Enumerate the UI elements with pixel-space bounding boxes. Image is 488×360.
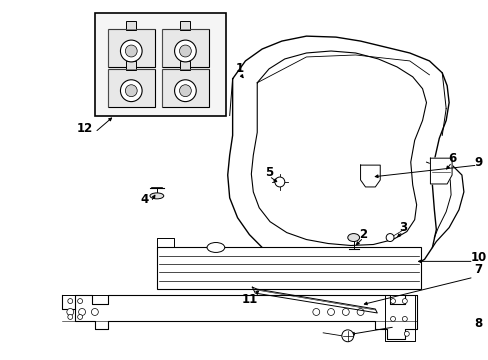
Bar <box>162 69 208 107</box>
Text: 9: 9 <box>473 156 482 168</box>
Text: 7: 7 <box>474 263 482 276</box>
Bar <box>126 61 136 70</box>
Polygon shape <box>429 158 451 184</box>
Bar <box>107 29 155 67</box>
Bar <box>95 13 225 116</box>
Text: 5: 5 <box>264 166 273 179</box>
Text: 12: 12 <box>77 122 93 135</box>
Text: 11: 11 <box>241 293 257 306</box>
Circle shape <box>125 45 137 57</box>
Text: 4: 4 <box>140 193 148 206</box>
Bar <box>180 61 190 70</box>
Circle shape <box>68 298 73 303</box>
Ellipse shape <box>206 243 224 252</box>
Text: 10: 10 <box>469 251 486 264</box>
Circle shape <box>78 298 82 303</box>
Circle shape <box>342 309 348 315</box>
Text: 3: 3 <box>398 221 406 234</box>
Circle shape <box>327 309 334 315</box>
Circle shape <box>179 85 191 96</box>
Circle shape <box>78 314 82 319</box>
Bar <box>180 21 190 30</box>
Circle shape <box>174 80 196 102</box>
Circle shape <box>402 316 407 321</box>
Circle shape <box>386 234 393 242</box>
Circle shape <box>125 85 137 96</box>
Circle shape <box>341 330 353 342</box>
Ellipse shape <box>150 193 163 199</box>
Circle shape <box>120 40 142 62</box>
Circle shape <box>67 309 74 315</box>
Text: 6: 6 <box>447 152 455 165</box>
Circle shape <box>179 45 191 57</box>
Polygon shape <box>360 165 380 187</box>
Circle shape <box>390 316 395 321</box>
Circle shape <box>402 298 407 303</box>
Circle shape <box>356 309 363 315</box>
Circle shape <box>120 80 142 102</box>
Circle shape <box>312 309 319 315</box>
Text: 8: 8 <box>473 318 482 330</box>
Circle shape <box>79 309 85 315</box>
Text: 2: 2 <box>359 228 367 241</box>
Circle shape <box>390 298 395 303</box>
Circle shape <box>274 177 284 187</box>
Circle shape <box>174 40 196 62</box>
Bar <box>126 21 136 30</box>
Circle shape <box>404 331 408 336</box>
Bar <box>162 29 208 67</box>
Text: 1: 1 <box>235 62 243 75</box>
Circle shape <box>91 309 98 315</box>
Circle shape <box>68 314 73 319</box>
Bar <box>157 247 420 289</box>
Bar <box>107 69 155 107</box>
Ellipse shape <box>347 234 359 242</box>
